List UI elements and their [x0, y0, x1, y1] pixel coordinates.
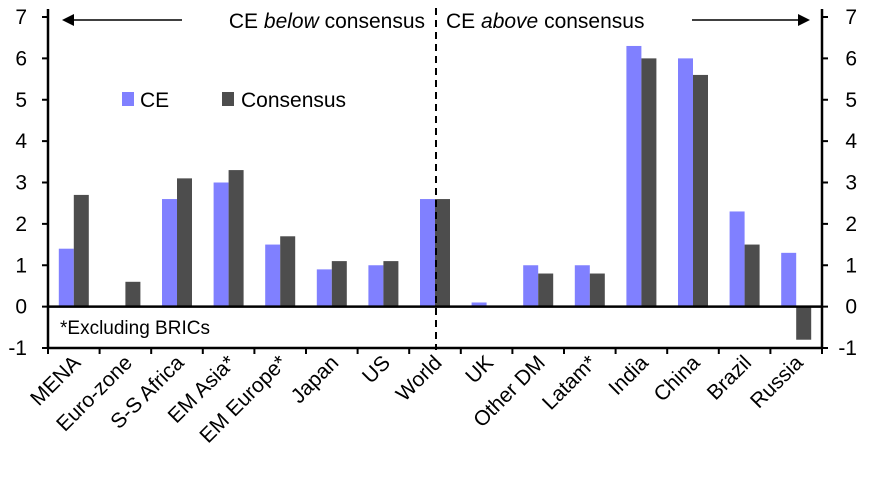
y-tick-label-left: 2: [15, 213, 27, 236]
legend-label-ce: CE: [140, 89, 169, 112]
bar-ce-world: [420, 199, 435, 307]
bar-ce-mena: [58, 248, 74, 307]
legend-swatch-ce: [122, 92, 134, 106]
legend: CE Consensus: [122, 89, 346, 112]
bar-consensus-em-asia-: [228, 170, 244, 307]
bars-group: [58, 45, 812, 340]
bar-ce-china: [678, 58, 693, 307]
y-tick-label-left: 0: [15, 296, 27, 319]
axes-group: [42, 9, 828, 354]
x-tick-label: India: [604, 351, 653, 400]
left-arrow-head: [62, 14, 74, 26]
x-tick-label: World: [392, 351, 447, 406]
y-tick-label-right: 3: [845, 172, 857, 195]
y-tick-label-right: 4: [845, 130, 857, 153]
x-tick-label: UK: [461, 351, 498, 388]
y-tick-label-left: 1: [15, 254, 27, 277]
x-tick-label: China: [649, 351, 704, 406]
y-tick-label-left: -1: [8, 337, 27, 360]
bar-consensus-brazil: [744, 244, 760, 307]
bar-consensus-other-dm: [538, 273, 554, 307]
y-tick-label-right: 7: [845, 6, 857, 29]
bar-consensus-india: [641, 58, 657, 307]
bar-consensus-euro-zone: [125, 281, 141, 307]
y-tick-label-left: 4: [15, 130, 27, 153]
bar-consensus-russia: [796, 306, 812, 340]
x-tick-label: Latam*: [538, 351, 601, 414]
bar-ce-russia: [781, 252, 797, 307]
bar-ce-japan: [316, 269, 332, 307]
bar-ce-uk: [471, 302, 487, 307]
bar-ce-us: [368, 265, 384, 307]
y-tick-label-right: 0: [845, 296, 857, 319]
y-tick-label-right: 2: [845, 213, 857, 236]
bar-ce-brazil: [729, 211, 745, 307]
y-tick-label-right: -1: [838, 337, 857, 360]
y-tick-label-left: 3: [15, 172, 27, 195]
bar-consensus-mena: [73, 194, 89, 307]
top-annotation-left: CE below consensus: [62, 10, 425, 33]
y-tick-label-left: 6: [15, 47, 27, 70]
x-tick-label: Russia: [746, 351, 808, 413]
y-tick-label-right: 6: [845, 47, 857, 70]
y-tick-label-left: 5: [15, 89, 27, 112]
ce-below-consensus-label: CE below consensus: [229, 10, 425, 33]
bar-ce-em-europe-: [265, 244, 281, 307]
bar-consensus-latam-: [589, 273, 605, 307]
x-tick-label: US: [358, 351, 395, 388]
x-tick-label: Japan: [287, 351, 344, 408]
bar-consensus-s-s-africa: [177, 178, 192, 307]
bar-consensus-japan: [331, 261, 347, 307]
y-tick-label-right: 1: [845, 254, 857, 277]
legend-swatch-consensus: [222, 92, 234, 106]
footnote: *Excluding BRICs: [60, 318, 210, 339]
bar-ce-em-asia-: [213, 182, 229, 307]
ce-above-consensus-label: CE above consensus: [446, 10, 644, 33]
bar-consensus-em-europe-: [280, 236, 296, 307]
bar-consensus-china: [693, 74, 708, 307]
legend-label-consensus: Consensus: [241, 89, 346, 112]
bar-ce-latam-: [574, 265, 590, 307]
right-arrow-head: [798, 14, 810, 26]
bar-consensus-us: [383, 261, 399, 307]
top-annotation-right: CE above consensus: [446, 10, 810, 33]
bar-consensus-world: [435, 199, 450, 307]
y-tick-label-right: 5: [845, 89, 857, 112]
bar-ce-s-s-africa: [162, 199, 177, 307]
bar-ce-india: [626, 45, 642, 307]
y-tick-label-left: 7: [15, 6, 27, 29]
bar-ce-other-dm: [523, 265, 539, 307]
